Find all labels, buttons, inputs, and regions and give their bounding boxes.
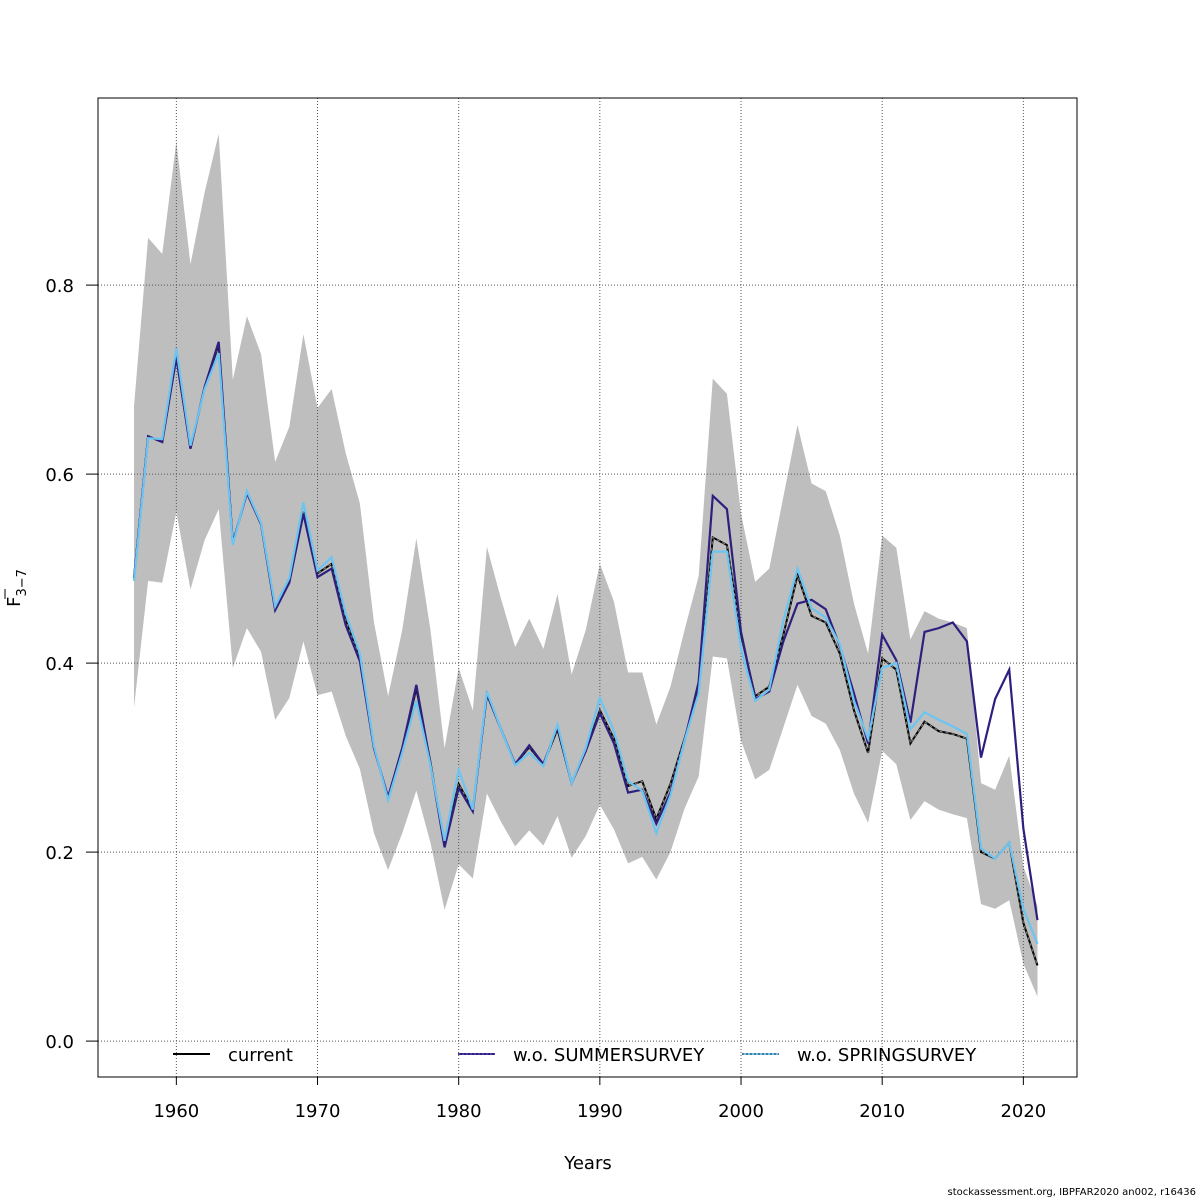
x-tick-label-2000: 2000 — [718, 1101, 764, 1122]
svg-text:F3−7: F3−7 — [4, 569, 30, 607]
legend-label-current: current — [228, 1045, 293, 1066]
x-tick-label-2010: 2010 — [859, 1101, 905, 1122]
legend: current w.o. SUMMERSURVEY w.o. SPRINGSURVE… — [173, 1045, 977, 1066]
x-tick-label-1990: 1990 — [577, 1101, 623, 1122]
y-axis: 0.0 0.2 0.4 0.6 0.8 — [45, 276, 98, 1053]
x-tick-label-1960: 1960 — [153, 1101, 199, 1122]
confidence-band — [133, 133, 1038, 997]
legend-label-w-o-summersurvey: w.o. SUMMERSURVEY — [513, 1045, 705, 1066]
y-tick-label-0: 0.0 — [45, 1032, 74, 1053]
plot-frame — [97, 97, 1078, 1078]
y-axis-title: F3−7 — [4, 569, 30, 607]
y-axis-title-main: F — [4, 597, 25, 607]
y-tick-label-0.8: 0.8 — [45, 276, 74, 297]
footer-credit: stockassessment.org, IBPFAR2020 an002, r… — [947, 1187, 1197, 1198]
grid-layer — [98, 98, 1077, 1077]
x-tick-label-1980: 1980 — [436, 1101, 482, 1122]
y-tick-label-0.2: 0.2 — [45, 843, 74, 864]
y-axis-title-subscript: 3−7 — [15, 569, 30, 596]
x-axis-title: Years — [563, 1153, 612, 1174]
series-layer — [132, 341, 1039, 966]
confidence-band-layer — [133, 133, 1038, 997]
x-tick-label-2020: 2020 — [1000, 1101, 1046, 1122]
y-tick-label-0.4: 0.4 — [45, 654, 74, 675]
series-line-w-o-springsurvey — [132, 348, 1039, 945]
x-axis: 1960 1970 1980 1990 2000 2010 2020 — [153, 1077, 1046, 1122]
legend-label-w-o-springsurvey: w.o. SPRINGSURVEY — [797, 1045, 977, 1066]
y-tick-label-0.6: 0.6 — [45, 465, 74, 486]
x-tick-label-1970: 1970 — [295, 1101, 341, 1122]
